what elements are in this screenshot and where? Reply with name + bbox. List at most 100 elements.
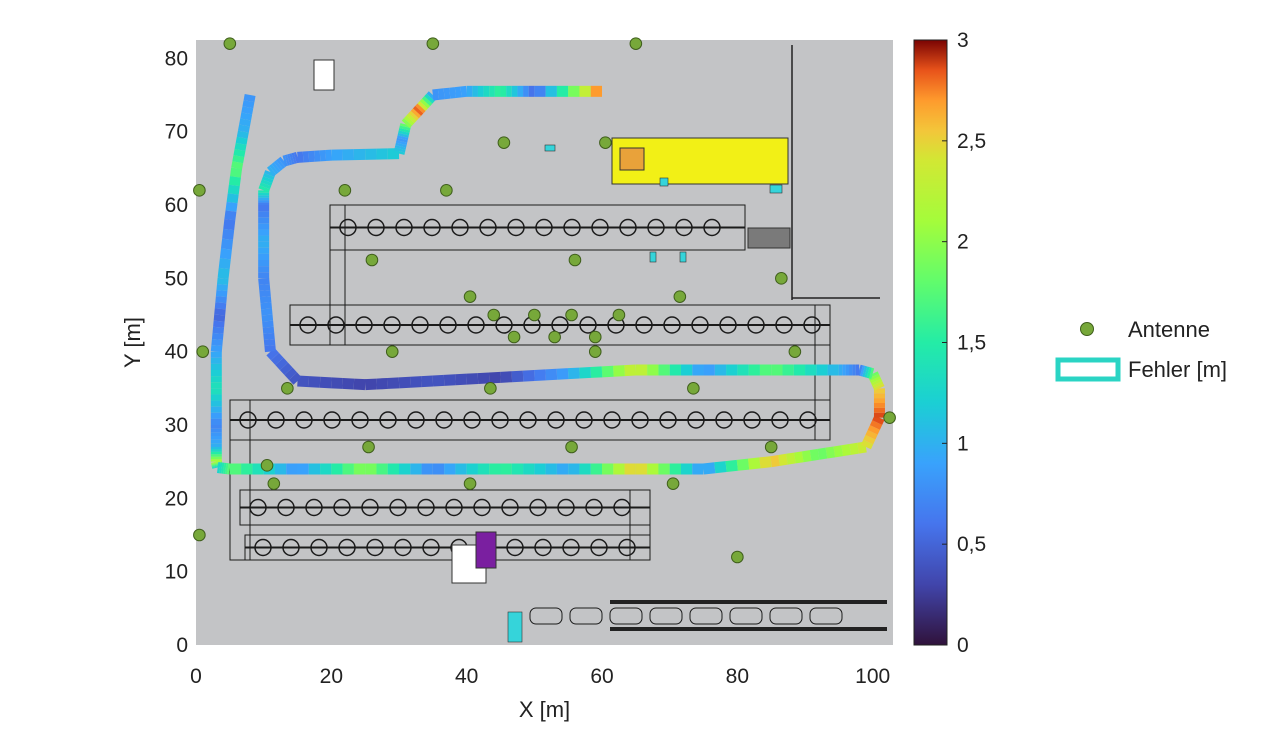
x-tick-label: 40 (455, 665, 478, 688)
conveyor-connector (629, 489, 651, 561)
conveyor-connector (229, 399, 251, 561)
conveyor-station (295, 411, 313, 429)
antenna-point (196, 345, 210, 358)
white-block (313, 59, 335, 91)
error-path-segment (871, 378, 883, 386)
vehicle-slot (569, 607, 603, 625)
error-path-segment (261, 176, 274, 184)
conveyor-station (310, 538, 328, 557)
conveyor-station (417, 498, 435, 517)
error-path-segment (860, 439, 874, 450)
conveyor-station (383, 316, 401, 334)
error-path-segment (241, 106, 254, 115)
error-path-segment (271, 162, 281, 173)
purple-block (475, 531, 497, 569)
error-path (210, 85, 885, 475)
error-path-segment (863, 434, 876, 445)
conveyor-station (395, 218, 413, 237)
conveyor-station (495, 316, 513, 334)
cyan-marker (544, 144, 556, 152)
error-path-segment (275, 357, 289, 371)
y-tick-label: 20 (165, 487, 188, 510)
conveyor-station (619, 218, 637, 237)
conveyor-station (282, 538, 300, 557)
cyan-marker (659, 177, 669, 187)
error-path-segment (556, 368, 569, 380)
antenna-point (385, 345, 399, 358)
conveyor-station (618, 538, 636, 557)
conveyor-station (590, 538, 608, 557)
error-path-segment (273, 160, 283, 171)
error-path-segment (260, 302, 272, 310)
error-path-segment (421, 375, 434, 388)
error-path-segment (426, 91, 437, 102)
conveyor-station (333, 498, 351, 517)
conveyor-station (715, 411, 733, 429)
vehicle-slot (769, 607, 803, 625)
conveyor-station (703, 218, 721, 237)
conveyor-station (591, 218, 609, 237)
error-path-segment (413, 105, 424, 116)
error-path-segment (214, 308, 226, 316)
conveyor-station (339, 218, 357, 237)
error-path-segment (275, 158, 286, 169)
error-path-segment (230, 167, 243, 178)
conveyor-station (239, 411, 257, 429)
error-path-segment (841, 444, 851, 457)
conveyor-station (691, 316, 709, 334)
error-path-segment (258, 283, 271, 292)
orange-block (619, 147, 645, 171)
legend-fehler-swatch (1055, 357, 1121, 382)
error-path-segment (736, 458, 750, 471)
colorbar-tick-label: 2,5 (957, 130, 986, 153)
error-path-segment (284, 154, 290, 166)
conveyor-station (463, 411, 481, 429)
error-path-segment (287, 153, 293, 166)
error-path-segment (282, 155, 288, 167)
antenna-point (484, 382, 497, 395)
error-path-segment (331, 377, 343, 389)
antenna-point (612, 308, 626, 322)
error-path-segment (801, 450, 812, 463)
conveyor-station (775, 316, 793, 334)
error-path-segment (872, 381, 884, 389)
error-path-segment (266, 165, 277, 177)
antenna-point (687, 382, 700, 395)
error-path-segment (511, 370, 524, 383)
error-path-segment (403, 115, 415, 126)
error-path-segment (410, 108, 422, 119)
error-path-segment (865, 430, 878, 440)
error-path-segment (266, 347, 279, 361)
colorbar-gradient (913, 39, 948, 646)
antenna-point (365, 253, 379, 267)
error-path-segment (868, 373, 880, 381)
error-path-segment (258, 185, 270, 193)
error-path-segment (259, 296, 272, 304)
error-path-segment (833, 445, 844, 458)
error-path-segment (401, 118, 413, 129)
error-path-segment (353, 378, 366, 391)
conveyor-station (547, 411, 565, 429)
error-path-segment (398, 130, 410, 136)
error-path-segment (223, 219, 236, 231)
conveyor-station (551, 316, 569, 334)
conveyor-station (327, 316, 345, 334)
conveyor-station (687, 411, 705, 429)
error-path-segment (236, 130, 249, 139)
error-path-segment (239, 118, 252, 127)
y-tick-label: 70 (165, 121, 188, 144)
error-path-segment (408, 110, 419, 121)
error-path-segment (500, 371, 513, 383)
conveyor-station (389, 498, 407, 517)
y-tick-label: 0 (176, 634, 188, 657)
antenna-point (528, 308, 541, 322)
floorplan-background (196, 40, 893, 645)
antenna-point (565, 308, 578, 322)
x-tick-label: 60 (590, 665, 613, 688)
antenna-point (223, 37, 237, 50)
error-path-segment (226, 193, 239, 204)
antenna-point (666, 477, 680, 490)
error-path-segment (415, 103, 426, 114)
antenna-point (548, 330, 561, 344)
